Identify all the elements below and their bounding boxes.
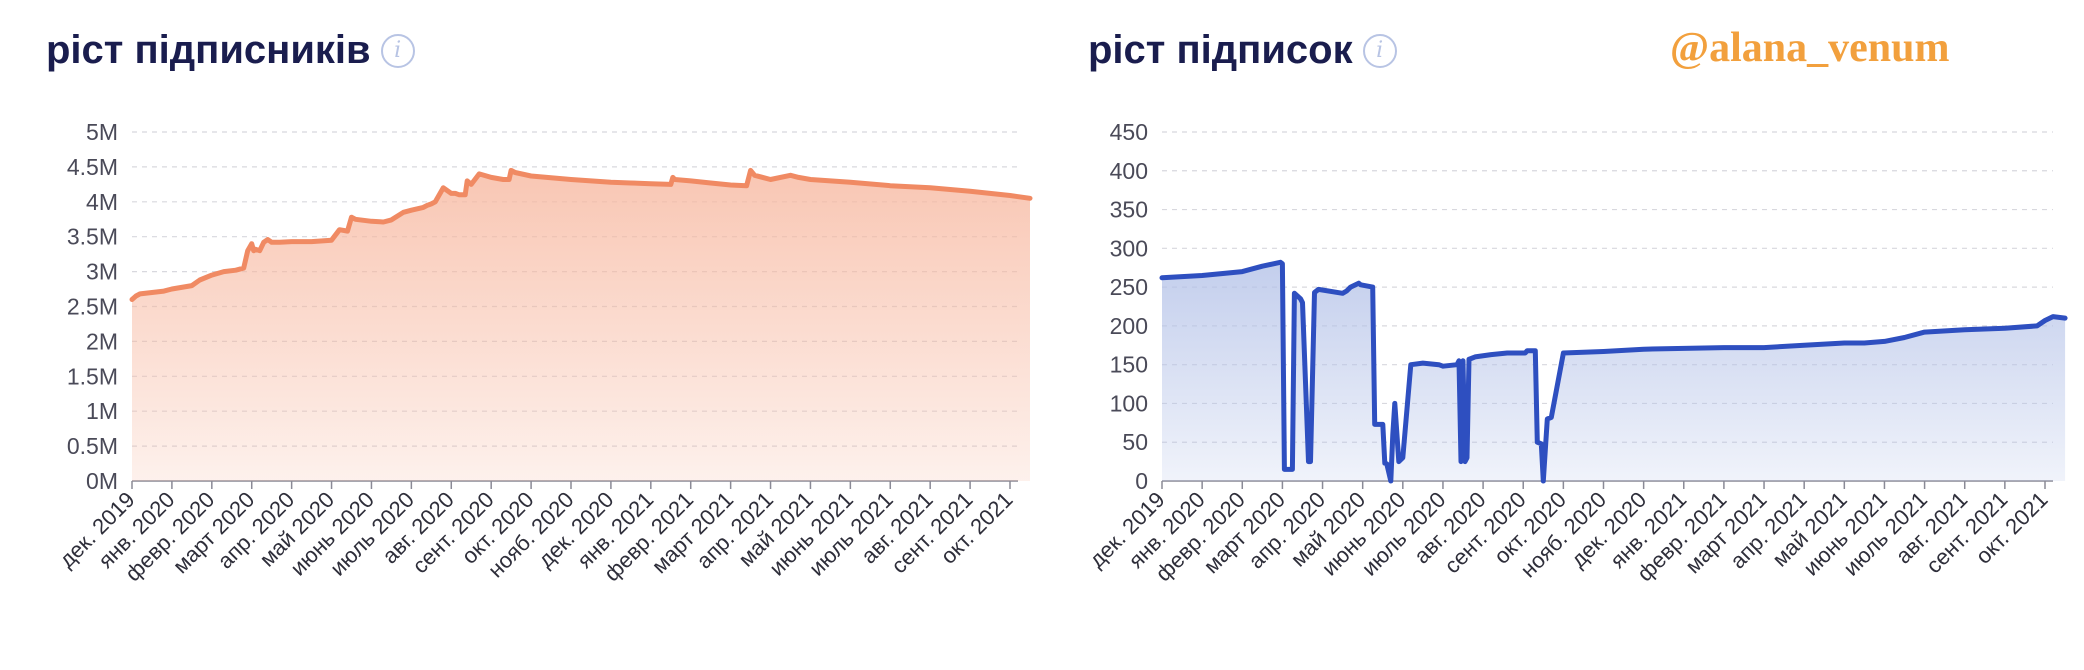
y-tick-label: 3.5M	[67, 224, 118, 250]
y-tick-label: 150	[1110, 352, 1148, 378]
y-tick-label: 50	[1122, 429, 1148, 455]
series-line	[129, 167, 1033, 302]
area-fill	[132, 170, 1030, 481]
followers-chart-title: ріст підписників i	[46, 28, 415, 73]
info-icon[interactable]: i	[380, 33, 415, 68]
area-fill	[1162, 262, 2066, 481]
y-tick-label: 5M	[86, 119, 118, 145]
y-tick-label: 450	[1110, 119, 1148, 145]
series-line	[1159, 259, 2068, 484]
y-tick-label: 4M	[86, 189, 118, 215]
y-tick-label: 300	[1110, 235, 1148, 261]
watermark: @alana_venum	[1670, 25, 1950, 71]
y-tick-label: 2.5M	[67, 294, 118, 320]
following-chart-title: ріст підписок i	[1088, 28, 1397, 73]
y-tick-label: 2M	[86, 328, 118, 354]
y-tick-label: 400	[1110, 158, 1148, 184]
y-tick-label: 250	[1110, 274, 1148, 300]
y-tick-label: 1M	[86, 398, 118, 424]
y-tick-label: 0M	[86, 468, 118, 494]
y-tick-label: 4.5M	[67, 154, 118, 180]
y-tick-label: 350	[1110, 197, 1148, 223]
info-icon[interactable]: i	[1362, 33, 1397, 68]
followers-title-text: ріст підписників	[46, 28, 371, 72]
y-tick-label: 3M	[86, 259, 118, 285]
y-tick-label: 0.5M	[67, 433, 118, 459]
following-title-text: ріст підписок	[1088, 28, 1353, 72]
y-tick-label: 100	[1110, 390, 1148, 416]
y-tick-label: 1.5M	[67, 363, 118, 389]
y-tick-label: 0	[1135, 468, 1148, 494]
y-tick-label: 200	[1110, 313, 1148, 339]
